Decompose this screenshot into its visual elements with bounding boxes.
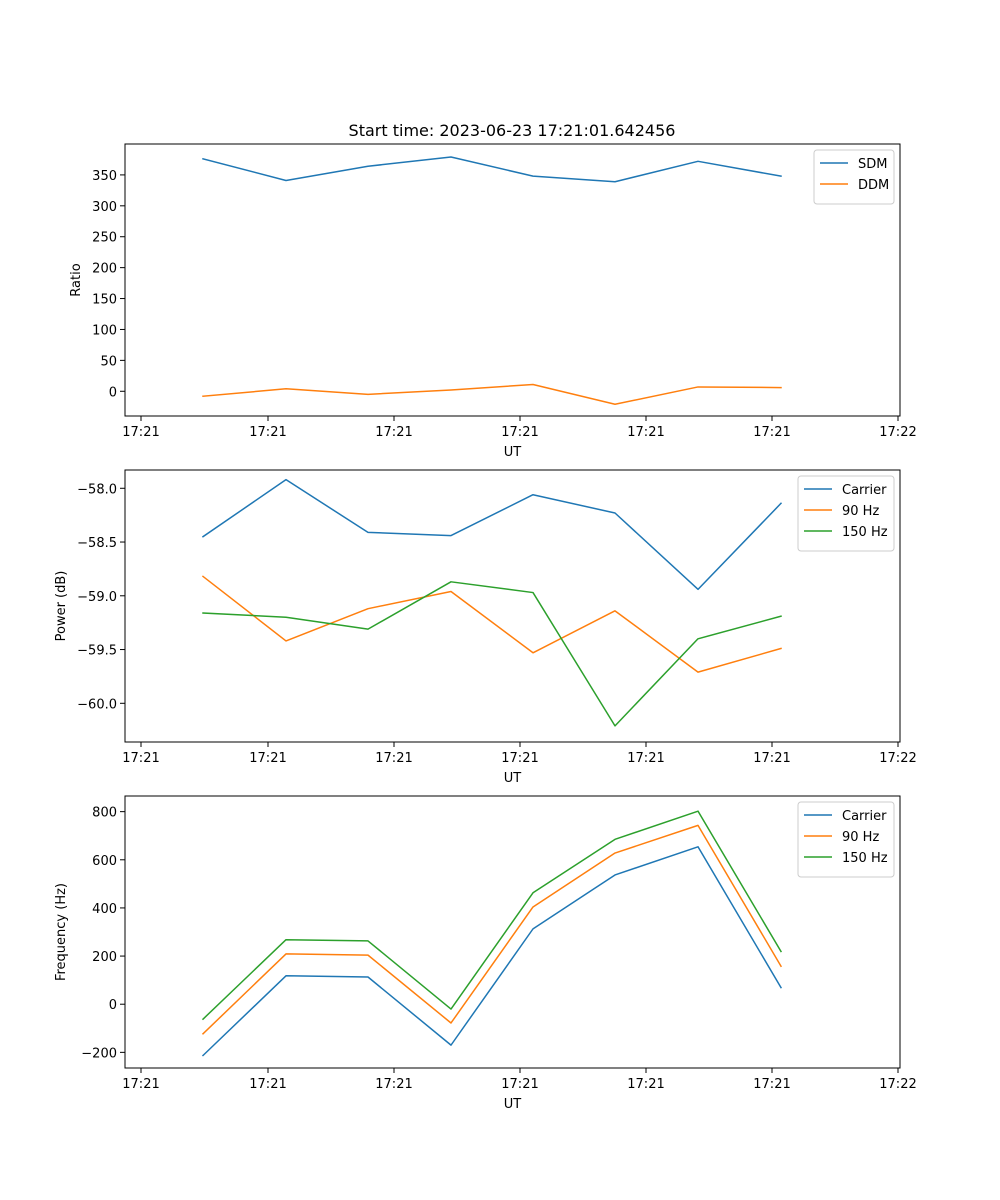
power-x-tick-label: 17:21 [375,751,412,766]
ratio-y-tick-label: 50 [100,354,117,369]
power-y-tick-label: −60.0 [77,697,117,712]
power-series-line-3 [202,581,782,727]
ratio-x-tick-label: 17:21 [753,425,790,440]
frequency-x-axis-label: UT [504,1097,522,1112]
power-legend [797,475,895,552]
power-legend-label-1: Carrier [842,483,887,498]
power-axes-frame [124,469,901,743]
frequency-legend-label-3: 150 Hz [842,851,888,866]
ratio-y-axis-label: Ratio [69,263,84,296]
power-legend-label-3: 150 Hz [842,525,888,540]
ratio-x-tick-label: 17:21 [501,425,538,440]
frequency-legend-label-1: Carrier [842,809,887,824]
ratio-x-tick-label: 17:21 [627,425,664,440]
ratio-series-line-1 [202,156,782,183]
frequency-x-tick-label: 17:22 [879,1077,916,1092]
ratio-y-tick-label: 200 [92,262,117,277]
power-x-tick-label: 17:21 [249,751,286,766]
ratio-y-tick-label: 150 [92,293,117,308]
power-x-tick-label: 17:21 [501,751,538,766]
frequency-y-axis-label: Frequency (Hz) [54,883,69,981]
ratio-x-tick-label: 17:21 [375,425,412,440]
power-y-tick-label: −58.0 [77,482,117,497]
ratio-legend-label-1: SDM [858,157,887,172]
power-panel: 17:21 17:21 17:21 17:21 17:21 17:21 17:22 −60.0… [54,469,917,786]
power-y-tick-label: −59.5 [77,644,117,659]
ratio-y-tick-label: 0 [109,385,117,400]
frequency-y-tick-label: 200 [92,950,117,965]
ratio-legend-label-2: DDM [858,178,889,193]
ratio-x-tick-label: 17:21 [249,425,286,440]
power-series-line-1 [201,478,783,591]
ratio-y-tick-label: 300 [92,200,117,215]
frequency-y-tick-label: −200 [81,1046,117,1061]
power-x-tick-label: 17:22 [879,751,916,766]
power-x-axis-label: UT [504,771,522,786]
frequency-x-tick-label: 17:21 [122,1077,159,1092]
frequency-x-tick-label: 17:21 [627,1077,664,1092]
ratio-axes-frame [124,143,901,417]
frequency-x-tick-label: 17:21 [375,1077,412,1092]
power-y-tick-label: −58.5 [77,536,117,551]
power-legend-label-2: 90 Hz [842,504,879,519]
power-y-axis-label: Power (dB) [54,571,69,642]
frequency-x-tick-label: 17:21 [753,1077,790,1092]
ratio-x-axis-label: UT [504,445,522,460]
ratio-series-line-2 [202,383,782,405]
frequency-y-tick-label: 0 [109,998,117,1013]
power-x-tick-label: 17:21 [122,751,159,766]
frequency-y-tick-label: 800 [92,806,117,821]
ratio-x-tick-label: 17:21 [122,425,159,440]
ratio-y-tick-label: 350 [92,169,117,184]
frequency-series-line-3 [201,810,783,1021]
ratio-y-tick-label: 100 [92,323,117,338]
frequency-series-line-1 [201,846,783,1057]
power-x-tick-label: 17:21 [753,751,790,766]
frequency-axes-frame [124,795,901,1069]
frequency-x-tick-label: 17:21 [249,1077,286,1092]
power-x-tick-label: 17:21 [627,751,664,766]
chart-title: Start time: 2023-06-23 17:21:01.642456 [349,121,676,140]
frequency-y-tick-label: 400 [92,902,117,917]
power-y-tick-label: −59.0 [77,590,117,605]
ratio-x-tick-label: 17:22 [879,425,916,440]
frequency-legend-label-2: 90 Hz [842,830,879,845]
frequency-series-line-2 [201,824,783,1035]
frequency-legend [797,801,895,878]
frequency-x-tick-label: 17:21 [501,1077,538,1092]
ratio-y-tick-label: 250 [92,231,117,246]
power-series-line-2 [201,575,782,673]
ratio-panel: 17:21 17:21 17:21 17:21 17:21 17:21 17:22 0 50 10… [69,143,917,460]
frequency-y-tick-label: 600 [92,854,117,869]
frequency-panel: 17:21 17:21 17:21 17:21 17:21 17:21 17:22 −200 0… [54,795,917,1112]
